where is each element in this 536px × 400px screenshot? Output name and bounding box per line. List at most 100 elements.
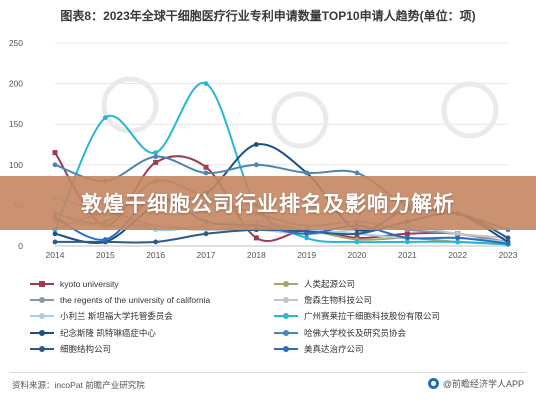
legend-swatch	[30, 344, 54, 354]
brand-logo-icon	[427, 378, 439, 389]
data-point	[102, 115, 108, 121]
data-point	[253, 142, 259, 147]
data-point	[153, 159, 159, 165]
x-tick-label: 2021	[398, 250, 417, 260]
data-point	[354, 239, 360, 245]
legend-label: 哈佛大学校长及研究员协会	[304, 327, 407, 338]
data-point	[354, 170, 360, 176]
data-point	[253, 162, 259, 168]
data-point	[153, 154, 159, 160]
legend-swatch	[30, 328, 54, 338]
legend-item: 细胞结构公司	[30, 343, 262, 356]
data-point	[304, 170, 310, 176]
data-point	[404, 231, 410, 237]
data-point	[52, 239, 58, 245]
y-tick-label: 200	[9, 79, 23, 89]
footer-divider	[10, 372, 526, 373]
legend-item: 小利兰 斯坦福大学托管委员会	[30, 310, 262, 323]
data-point	[203, 81, 209, 86]
legend-marker	[39, 313, 45, 320]
legend-marker	[283, 296, 289, 303]
legend-label: the regents of the university of califor…	[60, 294, 211, 305]
legend-swatch	[30, 279, 54, 289]
data-point	[153, 239, 159, 245]
data-point	[455, 239, 461, 245]
footer-brand: @前瞻经济学人APP	[427, 377, 524, 390]
data-point	[52, 231, 58, 237]
data-point	[404, 239, 410, 245]
legend-swatch	[30, 311, 54, 321]
legend-swatch	[274, 344, 298, 354]
source-note: 资料来源：incoPat 前瞻产业研究院	[12, 380, 145, 390]
x-tick-label: 2017	[197, 250, 216, 260]
legend: kyoto university 人类起源公司 the regents of the…	[30, 277, 510, 356]
legend-label: 美真达治疗公司	[304, 344, 364, 355]
legend-marker	[283, 329, 289, 336]
legend-item: 詹森生物科技公司	[274, 293, 506, 306]
data-point	[404, 235, 410, 241]
watermark	[101, 76, 499, 149]
legend-swatch	[274, 328, 298, 338]
watermark-logo-icon	[441, 81, 499, 139]
legend-label: kyoto university	[60, 278, 119, 289]
data-point	[203, 164, 209, 170]
data-point	[253, 235, 259, 241]
x-tick-label: 2015	[96, 250, 115, 260]
legend-item: 人类起源公司	[274, 277, 506, 290]
x-tick-label: 2016	[146, 250, 165, 260]
legend-marker	[283, 346, 289, 353]
data-point	[203, 231, 209, 237]
data-point	[505, 235, 511, 241]
legend-label: 细胞结构公司	[60, 344, 112, 355]
footer-brand-text: @前瞻经济学人APP	[442, 379, 524, 389]
data-point	[203, 170, 209, 176]
legend-item: 广州赛莱拉干细胞科技股份有限公司	[274, 310, 506, 323]
legend-item: 哈佛大学校长及研究员协会	[274, 326, 506, 339]
watermark-logo-icon	[271, 91, 329, 149]
overlay-banner: 敦煌干细胞公司行业排名及影响力解析	[0, 176, 536, 230]
data-point	[153, 150, 159, 156]
legend-item: 美真达治疗公司	[274, 343, 506, 356]
legend-marker	[39, 329, 45, 336]
legend-marker	[39, 346, 45, 353]
legend-marker	[39, 296, 45, 303]
legend-marker	[39, 280, 45, 287]
data-point	[455, 235, 461, 241]
x-axis: 2014 2015 2016 2017 2018 2019 2020 2021 2022 2023	[46, 250, 518, 260]
legend-swatch	[274, 279, 298, 289]
x-tick-label: 2023	[499, 250, 518, 260]
watermark-logo-icon	[101, 76, 159, 134]
legend-marker	[283, 280, 289, 287]
data-point	[455, 231, 461, 237]
x-tick-label: 2019	[297, 250, 316, 260]
legend-label: 人类起源公司	[304, 278, 356, 289]
data-point	[52, 150, 58, 156]
x-tick-label: 2014	[46, 250, 65, 260]
x-tick-label: 2022	[448, 250, 467, 260]
legend-marker	[283, 313, 289, 320]
legend-label: 詹森生物科技公司	[304, 294, 373, 305]
legend-swatch	[30, 295, 54, 305]
y-tick-label: 0	[18, 241, 23, 251]
legend-label: 纪念斯隆 凯特琳癌症中心	[60, 327, 156, 338]
data-point	[102, 237, 108, 242]
legend-label: 广州赛莱拉干细胞科技股份有限公司	[304, 311, 441, 322]
data-point	[304, 231, 310, 237]
y-tick-label: 250	[9, 38, 23, 48]
legend-item: 纪念斯隆 凯特琳癌症中心	[30, 326, 262, 339]
legend-item: the regents of the university of califor…	[30, 293, 262, 306]
x-tick-label: 2018	[247, 250, 266, 260]
y-tick-label: 150	[9, 119, 23, 129]
data-point	[304, 235, 310, 241]
chart-title: 图表8：2023年全球干细胞医疗行业专利申请数量TOP10申请人趋势(单位：项)	[60, 9, 476, 23]
legend-swatch	[274, 295, 298, 305]
legend-swatch	[274, 311, 298, 321]
y-tick-label: 100	[9, 160, 23, 170]
x-tick-label: 2020	[348, 250, 367, 260]
data-point	[505, 241, 511, 246]
banner-text: 敦煌干细胞公司行业排名及影响力解析	[81, 193, 455, 216]
legend-item: kyoto university	[30, 277, 262, 290]
data-point	[52, 162, 58, 168]
legend-label: 小利兰 斯坦福大学托管委员会	[60, 311, 173, 322]
